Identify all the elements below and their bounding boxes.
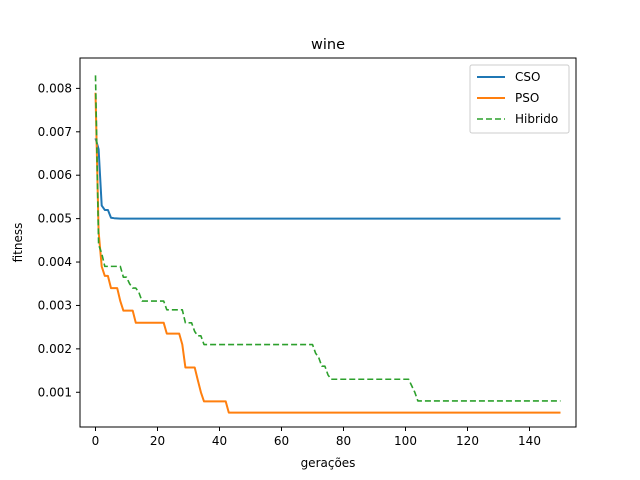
series-line-hibrido — [94, 75, 561, 402]
y-tick-label: 0.006 — [38, 168, 72, 182]
x-tick-label: 20 — [150, 434, 165, 448]
x-tick-label: 60 — [274, 434, 289, 448]
legend: CSO PSO Hibrido — [469, 64, 570, 134]
y-axis-label: fitness — [11, 223, 25, 263]
y-tick-label: 0.002 — [38, 342, 72, 356]
axes-frame — [79, 57, 577, 428]
legend-label-cso: CSO — [515, 70, 540, 84]
y-tick-label: 0.001 — [38, 385, 72, 399]
series-line-cso — [94, 138, 561, 220]
series-layer — [94, 75, 561, 414]
y-tick-label: 0.008 — [38, 81, 72, 95]
legend-items: CSO PSO Hibrido — [477, 70, 558, 126]
x-tick-label: 40 — [212, 434, 227, 448]
legend-label-hibrido: Hibrido — [515, 112, 558, 126]
x-tick-label: 140 — [518, 434, 541, 448]
legend-label-pso: PSO — [515, 91, 539, 105]
x-tick-label: 120 — [456, 434, 479, 448]
y-tick-label: 0.005 — [38, 212, 72, 226]
series-line-pso — [94, 92, 561, 414]
x-axis-ticks: 0 20 40 60 80 100 120 140 — [92, 427, 541, 448]
x-tick-label: 80 — [336, 434, 351, 448]
y-tick-label: 0.004 — [38, 255, 72, 269]
chart-title: wine — [311, 37, 345, 53]
plot-area — [79, 57, 577, 428]
y-axis-ticks: 0.001 0.002 0.003 0.004 0.005 0.006 0.007 0.008 — [38, 81, 80, 399]
legend-box — [469, 64, 570, 134]
y-tick-label: 0.003 — [38, 298, 72, 312]
y-tick-label: 0.007 — [38, 125, 72, 139]
x-tick-label: 100 — [394, 434, 417, 448]
x-axis-label: gerações — [301, 456, 356, 470]
x-tick-label: 0 — [92, 434, 100, 448]
